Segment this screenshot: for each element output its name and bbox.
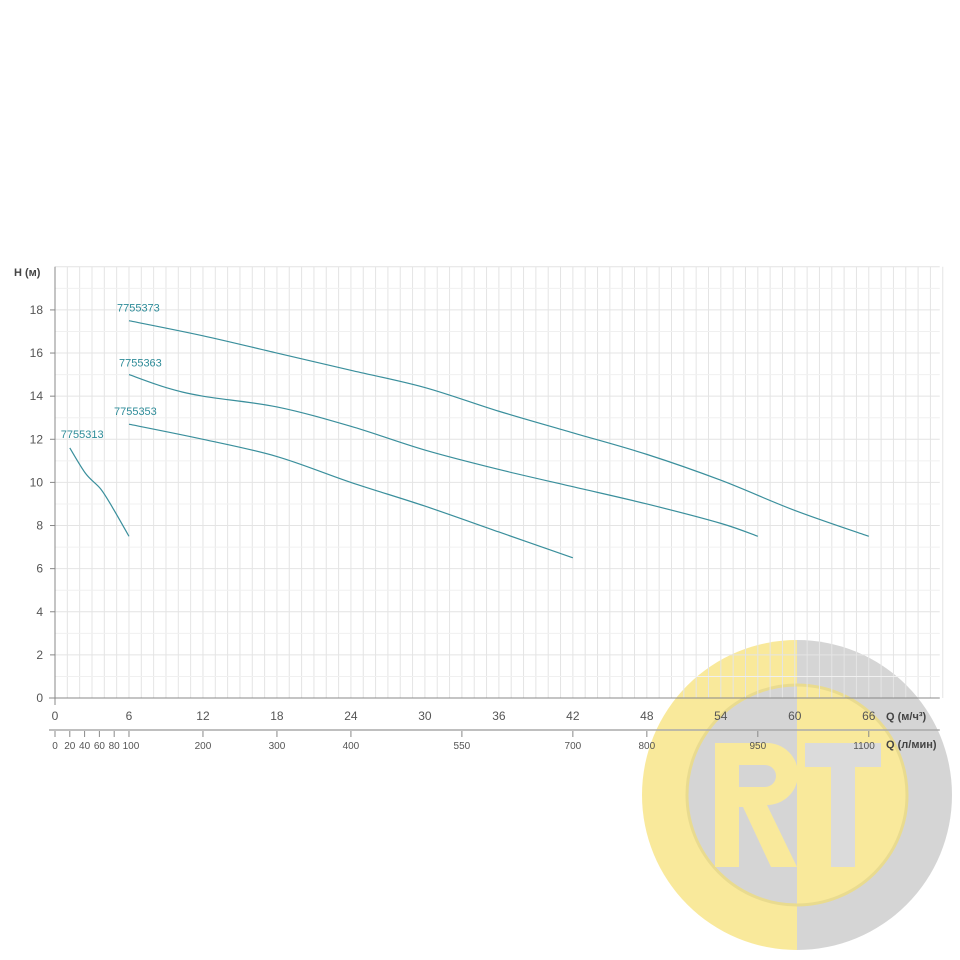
- x-tick-label: 0: [52, 709, 59, 723]
- x-tick-label: 24: [344, 709, 358, 723]
- y-tick-label: 6: [36, 562, 43, 576]
- x-tick-label: 6: [126, 709, 133, 723]
- x2-tick-label: 80: [109, 741, 121, 752]
- x-tick-label: 48: [640, 709, 654, 723]
- x-tick-label: 12: [196, 709, 210, 723]
- watermark-letter-r-shape: [715, 743, 798, 867]
- x-tick-label: 36: [492, 709, 506, 723]
- x2-tick-label: 300: [269, 741, 286, 752]
- y-tick-label: 0: [36, 691, 43, 705]
- series-line-7755373: [128, 320, 869, 537]
- x-tick-label: 60: [788, 709, 802, 723]
- y-tick-label: 10: [30, 475, 44, 489]
- series-label: 7755363: [119, 358, 162, 370]
- x2-tick-label: 0: [52, 741, 58, 752]
- x2-axis-title: Q (л/мин): [886, 739, 937, 751]
- x2-tick-label: 200: [195, 741, 212, 752]
- x2-tick-label: 700: [565, 741, 582, 752]
- y-tick-label: 18: [30, 303, 44, 317]
- y-axis-title: H (м): [14, 267, 41, 279]
- y-tick-label: 12: [30, 432, 44, 446]
- x-tick-label: 42: [566, 709, 580, 723]
- y-tick-label: 8: [36, 519, 43, 533]
- series-label: 7755313: [61, 429, 104, 441]
- x2-tick-label: 800: [638, 741, 655, 752]
- x-tick-label: 54: [714, 709, 728, 723]
- x2-tick-label: 60: [94, 741, 106, 752]
- x-tick-label: 30: [418, 709, 432, 723]
- x-tick-label: 66: [862, 709, 876, 723]
- y-tick-label: 2: [36, 648, 43, 662]
- watermark-letter-t-shape: [805, 743, 881, 867]
- series-label: 7755353: [114, 406, 157, 418]
- series-line-7755313: [69, 447, 130, 537]
- y-tick-label: 14: [30, 389, 44, 403]
- x2-tick-label: 100: [123, 741, 140, 752]
- x-axis-title: Q (м/ч³): [886, 711, 927, 723]
- series-line-7755363: [128, 374, 759, 537]
- x-tick-label: 18: [270, 709, 284, 723]
- x2-tick-label: 40: [79, 741, 91, 752]
- y-tick-label: 4: [36, 605, 43, 619]
- watermark-ring: [685, 683, 909, 907]
- grid: [55, 266, 944, 698]
- x2-tick-label: 550: [454, 741, 471, 752]
- x2-tick-label: 1100: [853, 741, 875, 752]
- x2-tick-label: 400: [343, 741, 360, 752]
- series-line-7755353: [128, 423, 574, 559]
- series-label: 7755373: [117, 303, 160, 315]
- y-tick-label: 16: [30, 346, 44, 360]
- rt-watermark-logo: [642, 640, 952, 950]
- x2-tick-label: 20: [64, 741, 76, 752]
- x2-tick-label: 950: [749, 741, 766, 752]
